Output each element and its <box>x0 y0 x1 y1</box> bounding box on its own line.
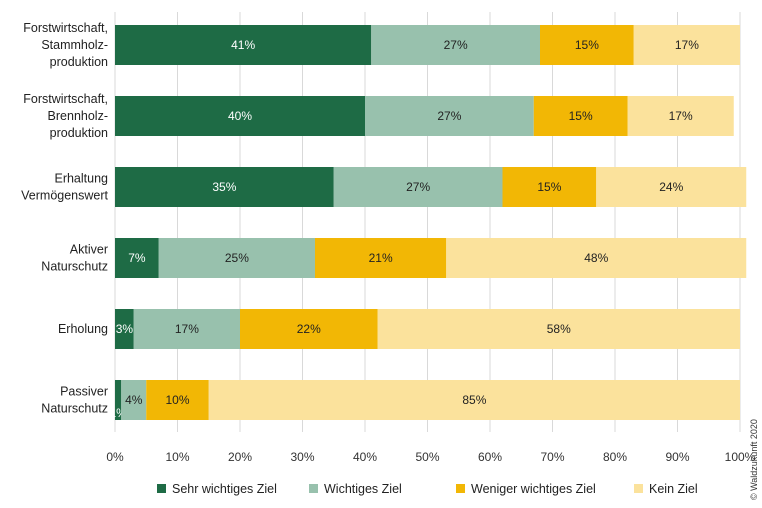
data-label: 40% <box>228 109 252 123</box>
bar-segment <box>115 25 372 65</box>
x-tick-label: 30% <box>290 450 314 464</box>
bar-segment <box>208 380 740 420</box>
bar-segment <box>533 96 628 136</box>
x-tick-label: 80% <box>603 450 627 464</box>
legend-label: Weniger wichtiges Ziel <box>471 482 596 496</box>
data-label: 3% <box>116 322 134 336</box>
data-label: 27% <box>406 180 430 194</box>
category-labels: Forstwirtschaft, Stammholz-produktion Fors… <box>21 21 108 416</box>
data-label: 17% <box>175 322 199 336</box>
bar-segment <box>115 309 134 349</box>
category-label: Erholung <box>58 322 108 336</box>
legend: Sehr wichtiges Ziel Wichtiges Ziel Weniger… <box>157 482 698 496</box>
legend-swatch <box>634 484 643 493</box>
data-label: 27% <box>444 38 468 52</box>
x-tick-label: 20% <box>228 450 252 464</box>
x-tick-label: 40% <box>353 450 377 464</box>
gridlines <box>114 12 741 432</box>
data-label: 15% <box>537 180 561 194</box>
bar-segment <box>446 238 747 278</box>
category-label: Aktiver Naturschutz <box>41 243 108 274</box>
legend-swatch <box>157 484 166 493</box>
bar-segment <box>371 25 540 65</box>
data-label: 7% <box>128 251 146 265</box>
category-label: Forstwirtschaft, Brennholz-produktion <box>23 92 108 140</box>
x-axis-ticks: 0% 10% 20% 30% 40% 50% 60% 70% 80% 90% 100% <box>106 450 755 464</box>
legend-label: Kein Ziel <box>649 482 698 496</box>
bar-segment <box>115 238 159 278</box>
data-label: 15% <box>575 38 599 52</box>
bar-segment <box>115 167 334 207</box>
bar-segment <box>146 380 209 420</box>
data-label: 17% <box>669 109 693 123</box>
bars: 41% 27% 15% 17% 40% 27% 15% 17% 35% 27% 15% 24% 7% 25… <box>109 25 747 420</box>
data-label: 15% <box>569 109 593 123</box>
data-label: 35% <box>212 180 236 194</box>
x-tick-label: 70% <box>540 450 564 464</box>
data-label: 10% <box>165 393 189 407</box>
bar-segment <box>627 96 734 136</box>
bar-segment <box>633 25 740 65</box>
data-label: 85% <box>462 393 486 407</box>
bar-segment <box>121 380 147 420</box>
x-tick-label: 10% <box>165 450 189 464</box>
category-label: Passiver Naturschutz <box>41 385 108 416</box>
data-label: 41% <box>231 38 255 52</box>
legend-label: Wichtiges Ziel <box>324 482 402 496</box>
bar-segment <box>158 238 315 278</box>
bar-segment <box>365 96 534 136</box>
bar-segment <box>240 309 378 349</box>
data-label: 25% <box>225 251 249 265</box>
bar-segment <box>115 380 122 420</box>
bar-segment <box>315 238 447 278</box>
data-label: 4% <box>125 393 143 407</box>
data-label: 58% <box>547 322 571 336</box>
bar-segment <box>540 25 634 65</box>
bar-segment <box>377 309 740 349</box>
bar-segment <box>133 309 240 349</box>
bar-segment <box>333 167 503 207</box>
x-tick-label: 90% <box>665 450 689 464</box>
x-tick-label: 100% <box>725 450 756 464</box>
data-label: 27% <box>437 109 461 123</box>
bar-segment <box>115 96 365 136</box>
data-label: 17% <box>675 38 699 52</box>
category-label: Forstwirtschaft, Stammholz-produktion <box>23 21 108 69</box>
copyright-credit: © Waldzukunft 2020 <box>749 419 759 500</box>
legend-swatch <box>456 484 465 493</box>
data-label: 48% <box>584 251 608 265</box>
x-tick-label: 0% <box>106 450 124 464</box>
category-label: Erhaltung Vermögenswert <box>21 172 108 203</box>
bar-segment <box>596 167 747 207</box>
legend-label: Sehr wichtiges Ziel <box>172 482 277 496</box>
data-label: 22% <box>297 322 321 336</box>
data-label: 21% <box>369 251 393 265</box>
data-label: 24% <box>659 180 683 194</box>
bar-segment <box>502 167 597 207</box>
x-tick-label: 60% <box>478 450 502 464</box>
x-tick-label: 50% <box>415 450 439 464</box>
legend-swatch <box>309 484 318 493</box>
